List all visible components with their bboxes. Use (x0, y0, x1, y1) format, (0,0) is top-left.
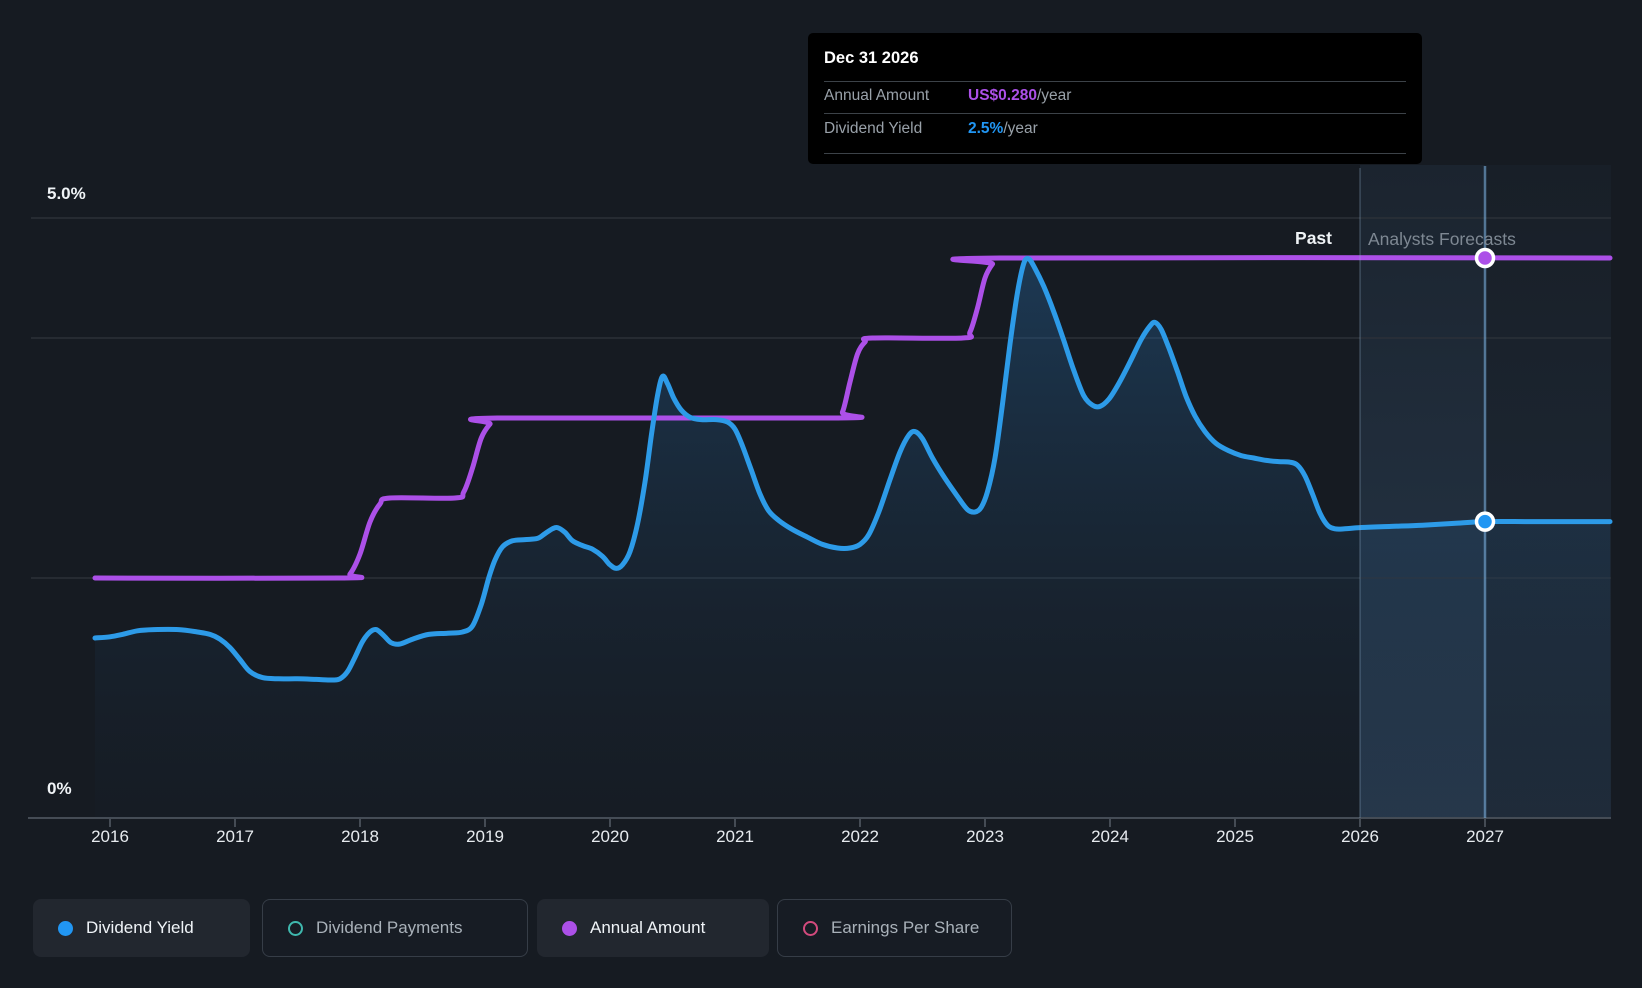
annual-amount-line (92, 255, 1613, 581)
dividend-yield-line (92, 255, 1613, 683)
legend-button-annual-amount[interactable]: Annual Amount (537, 899, 769, 957)
legend-button-dividend-payments[interactable]: Dividend Payments (262, 899, 528, 957)
tooltip-dividend-yield-label: Dividend Yield (824, 120, 923, 137)
x-axis-label-2023: 2023 (966, 827, 1004, 846)
legend-label: Dividend Payments (316, 918, 463, 937)
analysts-forecasts-region-label: Analysts Forecasts (1368, 229, 1516, 249)
hover-tooltip: Dec 31 2026 Annual Amount US$0.280/year … (808, 33, 1422, 164)
x-axis-label-2017: 2017 (216, 827, 254, 846)
y-axis-label-zero: 0% (47, 779, 72, 798)
tooltip-divider (824, 113, 1406, 114)
x-axis-label-2026: 2026 (1341, 827, 1379, 846)
dividend-payments-ring-icon (288, 920, 303, 936)
legend-label: Annual Amount (590, 918, 706, 937)
tooltip-date: Dec 31 2026 (824, 49, 919, 67)
y-axis-label-top: 5.0% (47, 184, 86, 203)
x-axis-label-2025: 2025 (1216, 827, 1254, 846)
dividend-yield-marker (1474, 511, 1496, 532)
tooltip-annual-amount-value: US$0.280/year (968, 87, 1072, 104)
x-axis-label-2019: 2019 (466, 827, 504, 846)
tooltip-annual-amount-label: Annual Amount (824, 87, 930, 104)
x-axis-label-2020: 2020 (591, 827, 629, 846)
earnings-per-share-ring-icon (803, 920, 818, 936)
x-axis-label-2027: 2027 (1466, 827, 1504, 846)
x-axis-label-2016: 2016 (91, 827, 129, 846)
tooltip-divider (824, 81, 1406, 82)
legend-button-earnings-per-share[interactable]: Earnings Per Share (777, 899, 1012, 957)
x-axis-label-2024: 2024 (1091, 827, 1129, 846)
annual-amount-dot-icon (562, 920, 577, 936)
tooltip-dividend-yield-value: 2.5%/year (968, 120, 1038, 137)
x-axis-label-2021: 2021 (716, 827, 754, 846)
x-axis-label-2022: 2022 (841, 827, 879, 846)
legend-label: Earnings Per Share (831, 918, 980, 937)
dividend-yield-area (95, 258, 1610, 818)
x-axis-label-2018: 2018 (341, 827, 379, 846)
tooltip-divider (824, 153, 1406, 154)
legend-label: Dividend Yield (86, 918, 194, 937)
annual-amount-marker (1474, 247, 1496, 269)
dividend-yield-dot-icon (58, 920, 73, 936)
past-region-label: Past (1295, 228, 1332, 248)
legend-button-dividend-yield[interactable]: Dividend Yield (33, 899, 250, 957)
